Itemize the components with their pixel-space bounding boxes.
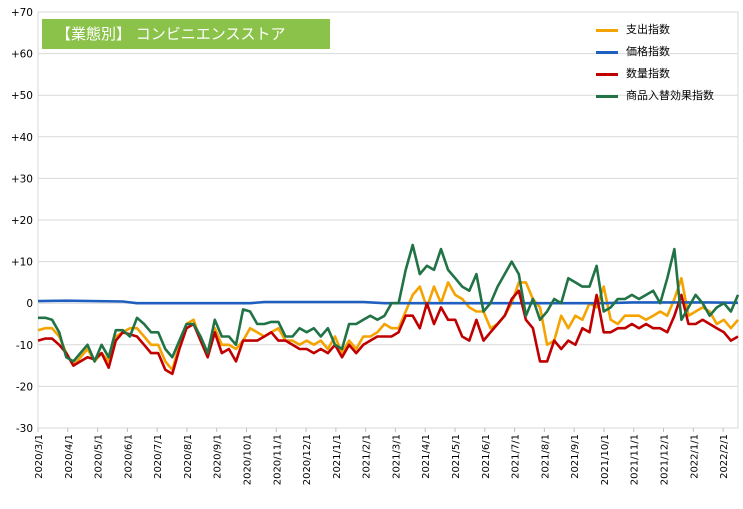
legend-label: 価格指数 [626,45,670,58]
legend-swatch [596,51,618,54]
x-tick-label: 2020/4/1 [64,434,75,479]
series-line-2 [37,289,739,376]
legend-label: 支出指数 [626,23,670,36]
legend-item-0: 支出指数 [596,22,714,44]
legend-item-2: 数量指数 [596,66,714,88]
legend-swatch [596,29,618,32]
legend-swatch [596,95,618,98]
legend-label: 数量指数 [626,67,670,80]
x-tick-label: 2021/1/1 [332,434,343,479]
x-tick-label: 2020/7/1 [153,434,164,479]
x-tick-label: 2022/2/1 [719,434,730,479]
chart-legend: 支出指数価格指数数量指数商品入替効果指数 [596,22,714,110]
series-lines [37,243,740,376]
series-line-3 [38,243,740,363]
y-axis: +70 +60 +50 +40 +30 +20 +10 0 -10 -20 -30 [11,7,33,435]
x-tick-label: 2021/7/1 [511,434,522,479]
y-tick-label: 0 [26,298,33,310]
x-tick-label: 2020/3/1 [34,434,45,479]
chart-title: 【業態別】 コンビニエンスストア [42,19,330,49]
x-tick-label: 2021/9/1 [570,434,581,479]
y-tick-label: +20 [11,215,33,227]
x-tick-label: 2021/4/1 [421,434,432,479]
legend-label: 商品入替効果指数 [626,89,714,102]
x-tick-label: 2021/10/1 [600,434,611,485]
x-tick-label: 2020/11/1 [272,434,283,485]
x-tick-label: 2021/11/1 [630,434,641,485]
x-tick-label: 2021/5/1 [451,434,462,479]
x-tick-label: 2020/12/1 [302,434,313,485]
y-tick-label: +30 [11,173,33,185]
x-tick-label: 2020/6/1 [123,434,134,479]
y-tick-label: -30 [16,423,33,435]
x-tick-label: 2020/8/1 [183,434,194,479]
x-tick-label: 2022/1/1 [689,434,700,479]
x-tick-label: 2021/2/1 [362,434,373,479]
x-tick-label: 2020/9/1 [213,434,224,479]
legend-swatch [596,73,618,76]
x-tick-label: 2021/8/1 [540,434,551,479]
x-tick-label: 2021/6/1 [481,434,492,479]
y-tick-label: -20 [16,381,33,393]
y-tick-label: -10 [16,340,33,352]
legend-item-1: 価格指数 [596,44,714,66]
y-tick-label: +40 [11,132,33,144]
x-tick-label: 2021/12/1 [660,434,671,485]
series-line-1 [37,299,739,305]
series-line-0 [37,276,739,372]
x-tick-label: 2021/3/1 [391,434,402,479]
y-tick-label: +60 [11,49,33,61]
y-tick-label: +70 [11,7,33,19]
y-tick-label: +10 [11,257,33,269]
x-tick-label: 2020/10/1 [243,434,254,485]
x-axis: 2020/3/1 2020/4/1 2020/5/1 2020/6/1 2020/7/1… [34,428,730,485]
legend-item-3: 商品入替効果指数 [596,88,714,110]
y-tick-label: +50 [11,90,33,102]
x-tick-label: 2020/5/1 [94,434,105,479]
